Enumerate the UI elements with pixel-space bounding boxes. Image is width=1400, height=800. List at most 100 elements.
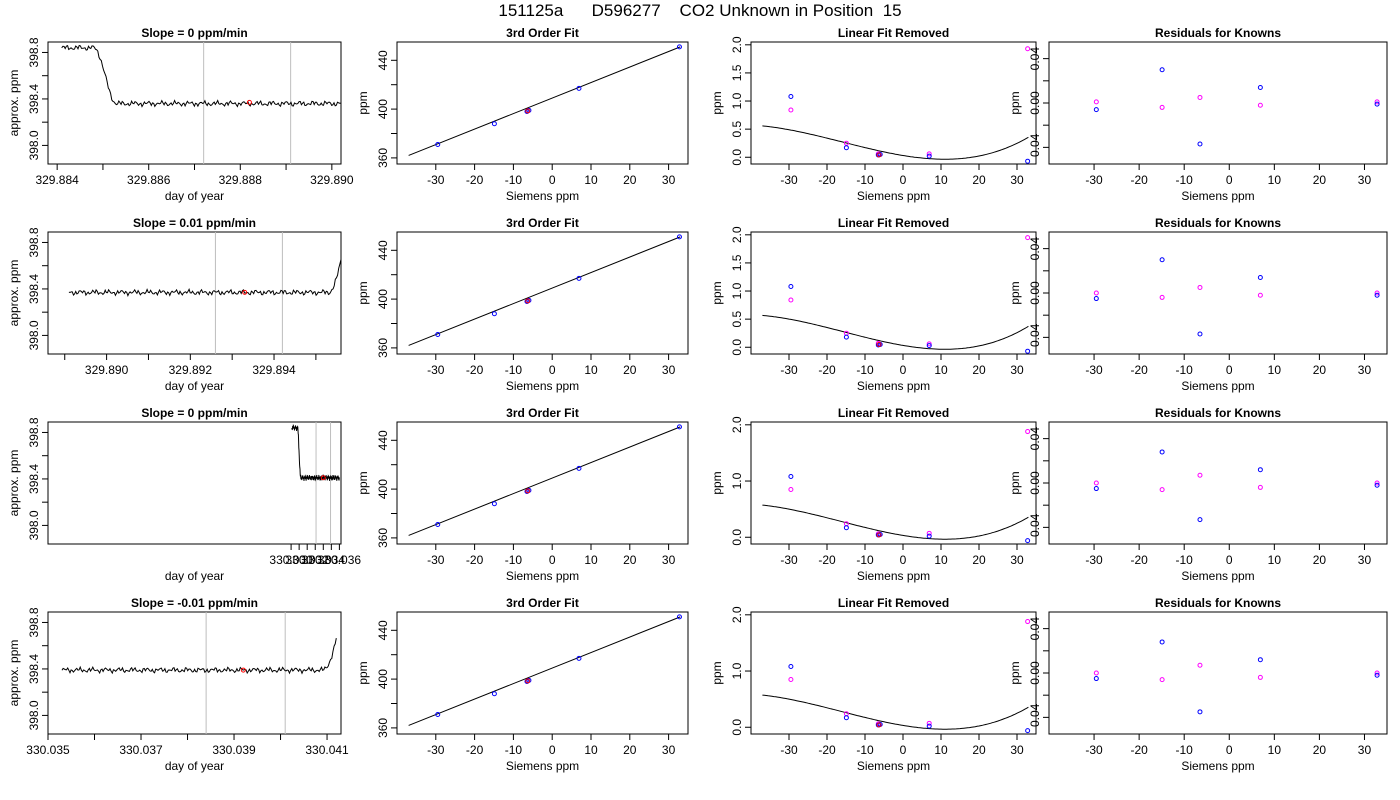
y-tick-label: 0.0 [730, 149, 744, 166]
panel-4-1: Slope = -0.01 ppm/min 330.035 330.037 330.0… [7, 596, 349, 773]
known-point-magenta [1374, 290, 1380, 296]
plot-data [408, 44, 682, 156]
x-tick-label: 30 [662, 743, 676, 757]
x-tick-label: -30 [1085, 743, 1103, 757]
x-tick-label: -30 [780, 743, 798, 757]
known-point-blue [788, 94, 794, 100]
panel-title: Slope = 0 ppm/min [141, 406, 247, 420]
x-tick-label: -20 [466, 743, 484, 757]
unknown-point [525, 678, 531, 684]
known-point-blue [576, 655, 582, 661]
known-point-magenta [926, 720, 932, 726]
x-tick-label: -30 [1085, 173, 1103, 187]
x-tick-label: 0 [900, 363, 907, 377]
y-tick-label: 0.00 [1028, 661, 1042, 685]
x-tick-label: 0 [1226, 173, 1233, 187]
x-axis-label: day of year [165, 569, 224, 583]
x-tick-label: -30 [780, 363, 798, 377]
plot-data [762, 235, 1031, 354]
y-tick-label: 398.8 [27, 37, 41, 67]
unknown-point [876, 152, 882, 158]
x-tick-label: -30 [427, 743, 445, 757]
x-tick-label: -30 [1085, 553, 1103, 567]
x-tick-label: -30 [780, 173, 798, 187]
x-tick-label: 330.041 [305, 743, 349, 757]
x-tick-label: 20 [1313, 743, 1327, 757]
y-axis-label: ppm [710, 661, 724, 684]
x-tick-label: 20 [1313, 363, 1327, 377]
panel-title: Residuals for Knowns [1155, 26, 1281, 40]
x-tick-label: 0 [549, 173, 556, 187]
x-tick-label: -10 [505, 743, 523, 757]
panel-title: Linear Fit Removed [838, 406, 949, 420]
x-tick-label: 10 [584, 173, 598, 187]
x-tick-label: -10 [505, 363, 523, 377]
panel-2-1: Slope = 0.01 ppm/min 329.890 329.892 329.89… [7, 216, 342, 393]
y-tick-label: 398.8 [27, 227, 41, 257]
y-tick-label: -0.04 [1028, 703, 1042, 731]
known-point-blue [1257, 467, 1263, 473]
known-point-magenta [788, 676, 794, 682]
y-tick-label: 0.0 [730, 719, 744, 736]
known-point-magenta [1025, 429, 1031, 435]
panel-3-3: Linear Fit Removed -30 -20 -10 0 10 20 30 0.0 1.0… [710, 406, 1037, 583]
x-tick-label: 10 [584, 553, 598, 567]
x-tick-label: 30 [1010, 553, 1024, 567]
y-axis-label: approx. ppm [7, 640, 21, 707]
known-point-blue [1197, 331, 1203, 337]
x-axis-label: Siemens ppm [506, 569, 579, 583]
plot-data [408, 234, 682, 346]
known-point-magenta [1025, 619, 1031, 625]
x-tick-label: 329.890 [85, 363, 129, 377]
x-tick-label: 20 [1313, 173, 1327, 187]
y-tick-label: -0.04 [1028, 513, 1042, 541]
known-point-blue [1197, 141, 1203, 147]
x-tick-label: 330.035 [26, 743, 70, 757]
known-point-blue [491, 691, 497, 697]
x-axis-label: day of year [165, 379, 224, 393]
y-tick-label: 0.0 [730, 529, 744, 546]
x-tick-label: 0 [549, 553, 556, 567]
y-tick-label: 360 [376, 338, 390, 358]
known-point-blue [1374, 672, 1380, 678]
known-point-magenta [1197, 662, 1203, 668]
unknown-point [876, 341, 882, 347]
y-tick-label: 1.5 [730, 64, 744, 81]
x-tick-label: 20 [972, 743, 986, 757]
y-tick-label: 398.4 [27, 654, 41, 684]
fit-line [408, 46, 681, 156]
x-tick-label: 0 [1226, 553, 1233, 567]
x-axis-label: Siemens ppm [1181, 379, 1254, 393]
known-point-magenta [1093, 480, 1099, 486]
x-tick-label: 20 [972, 553, 986, 567]
x-axis-label: day of year [165, 759, 224, 773]
trace-line [68, 259, 341, 297]
x-tick-label: 0 [549, 363, 556, 377]
plot-data [68, 232, 341, 354]
y-tick-label: 1.0 [730, 662, 744, 679]
x-axis-label: Siemens ppm [1181, 759, 1254, 773]
x-tick-label: 30 [1010, 363, 1024, 377]
y-axis-label: approx. ppm [7, 70, 21, 137]
panel-2-3: Linear Fit Removed -30 -20 -10 0 10 20 30 0.0 0.5… [710, 216, 1037, 393]
x-tick-label: 10 [1268, 553, 1282, 567]
y-tick-label: 398.4 [27, 84, 41, 114]
y-tick-label: 0.00 [1028, 91, 1042, 115]
x-tick-label: 10 [934, 363, 948, 377]
x-tick-label: 30 [1010, 743, 1024, 757]
known-point-blue [435, 141, 441, 147]
x-tick-label: 329.886 [127, 173, 171, 187]
known-point-magenta [1257, 102, 1263, 108]
fit-curve [762, 504, 1029, 540]
x-tick-label: 0 [900, 173, 907, 187]
panel-title: 3rd Order Fit [506, 216, 579, 230]
known-point-magenta [1374, 99, 1380, 105]
y-tick-label: 0.04 [1028, 237, 1042, 261]
panel-title: Residuals for Knowns [1155, 596, 1281, 610]
plot-data [762, 429, 1031, 544]
x-tick-label: 30 [1358, 173, 1372, 187]
x-tick-label: -20 [466, 173, 484, 187]
known-point-blue [435, 521, 441, 527]
y-tick-label: 2.0 [730, 36, 744, 53]
x-tick-label: 0 [1226, 743, 1233, 757]
